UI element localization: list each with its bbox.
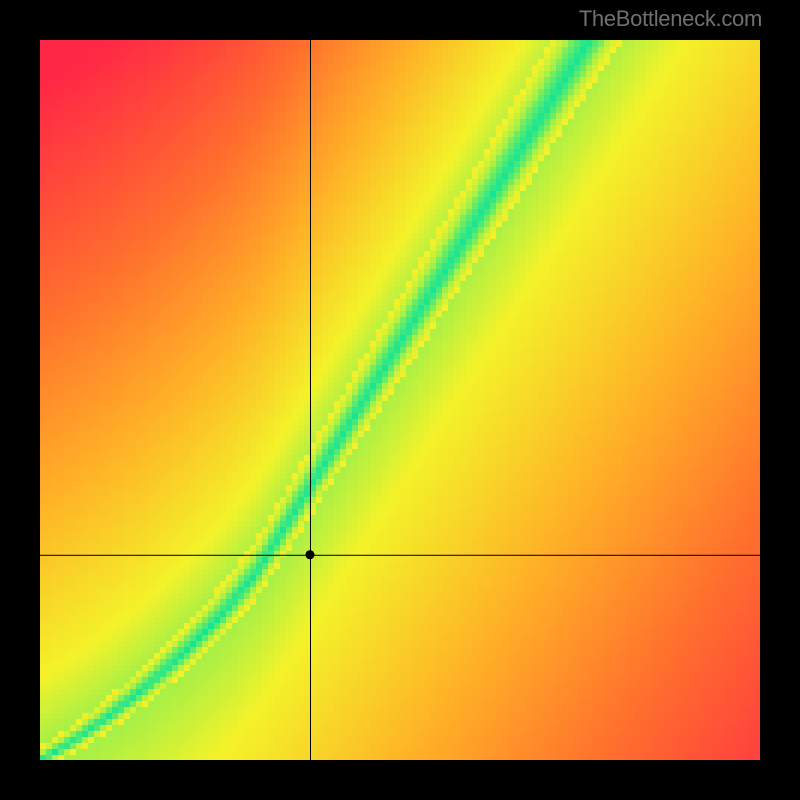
attribution-text: TheBottleneck.com (579, 6, 762, 32)
plot-area (40, 40, 760, 760)
heatmap-canvas (40, 40, 760, 760)
chart-container: TheBottleneck.com (0, 0, 800, 800)
